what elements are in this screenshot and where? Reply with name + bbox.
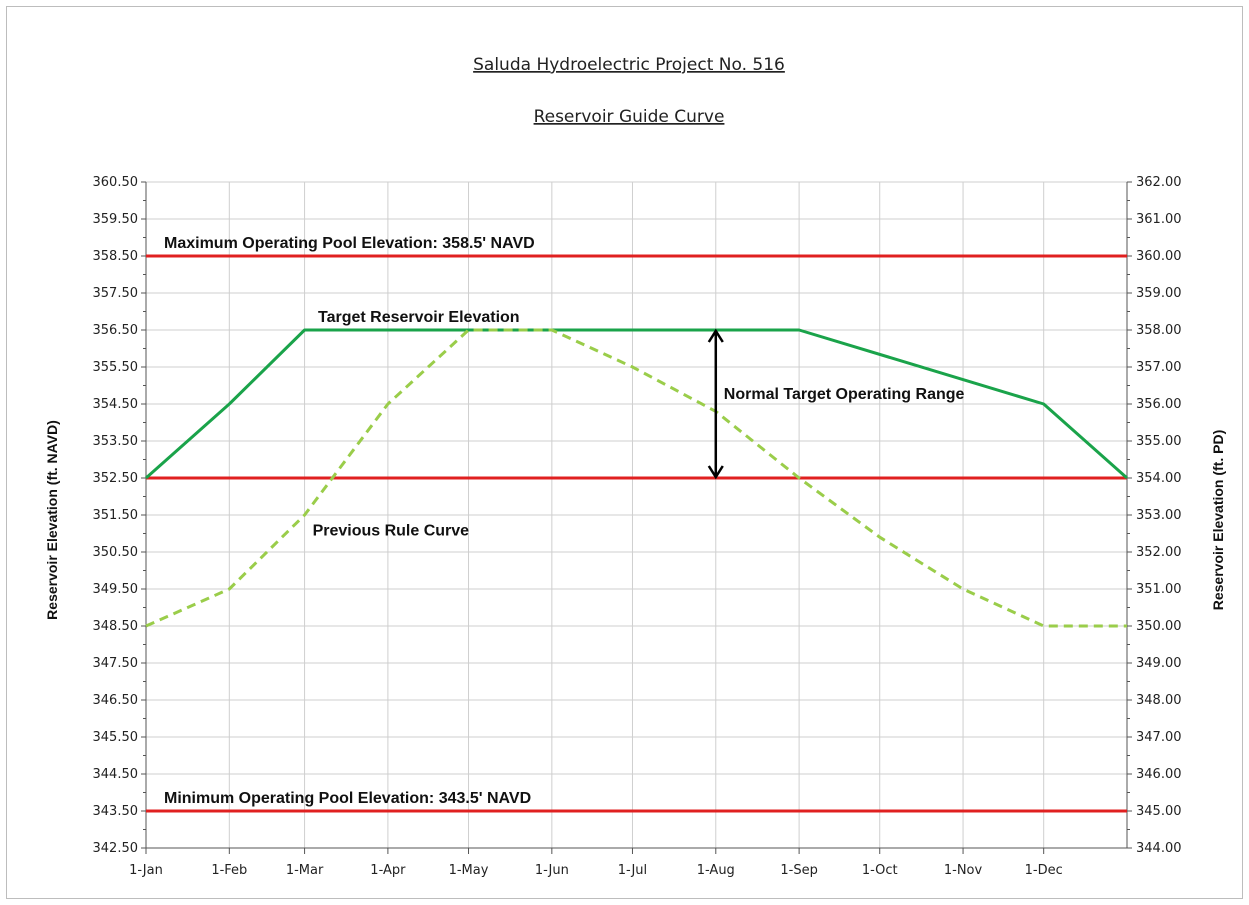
y-tick-label-left: 350.50 — [93, 545, 139, 560]
y-tick-label-left: 358.50 — [93, 249, 139, 264]
y-tick-label-left: 345.50 — [93, 730, 139, 745]
y-tick-label-right: 360.00 — [1136, 249, 1182, 264]
y-tick-label-right: 349.00 — [1136, 656, 1182, 671]
y-tick-label-left: 353.50 — [93, 434, 139, 449]
x-tick-label: 1-May — [449, 863, 489, 878]
series-lines — [145, 328, 1128, 628]
y-tick-label-right: 351.00 — [1136, 582, 1182, 597]
y-tick-label-right: 353.00 — [1136, 508, 1182, 523]
x-tick-label: 1-Oct — [862, 863, 898, 878]
series-label-previous: Previous Rule Curve — [313, 522, 470, 539]
range-arrow-head-bottom — [707, 465, 724, 480]
y-tick-label-right: 359.00 — [1136, 286, 1182, 301]
y-tick-label-left: 344.50 — [93, 767, 139, 782]
x-tick-label: 1-Sep — [780, 863, 817, 878]
x-tick-label: 1-Jul — [618, 863, 647, 878]
y-tick-label-left: 343.50 — [93, 804, 139, 819]
y-tick-label-left: 351.50 — [93, 508, 139, 523]
y-tick-label-right: 354.00 — [1136, 471, 1182, 486]
y-tick-label-left: 347.50 — [93, 656, 139, 671]
chart-title: Saluda Hydroelectric Project No. 516 — [473, 55, 785, 75]
y-tick-label-right: 356.00 — [1136, 397, 1182, 412]
x-tick-label: 1-Aug — [697, 863, 735, 878]
y-tick-label-left: 354.50 — [93, 397, 139, 412]
annotations: Maximum Operating Pool Elevation: 358.5'… — [164, 235, 965, 807]
reference-line-label: Minimum Operating Pool Elevation: 343.5'… — [164, 790, 531, 807]
x-tick-label: 1-Nov — [944, 863, 983, 878]
range-arrow-label: Normal Target Operating Range — [724, 386, 965, 403]
y-tick-label-left: 357.50 — [93, 286, 139, 301]
y-axis-label-right: Reservoir Elevation (ft. PD) — [1210, 430, 1226, 611]
y-tick-label-right: 361.00 — [1136, 212, 1182, 227]
y-tick-label-right: 344.00 — [1136, 841, 1182, 856]
y-tick-label-right: 345.00 — [1136, 804, 1182, 819]
gridlines — [145, 181, 1128, 849]
chart-subtitle: Reservoir Guide Curve — [534, 107, 725, 127]
y-tick-label-left: 360.50 — [93, 175, 139, 190]
y-tick-label-left: 352.50 — [93, 471, 139, 486]
range-arrow-head-top — [707, 328, 724, 343]
y-tick-label-right: 346.00 — [1136, 767, 1182, 782]
x-tick-label: 1-Jan — [129, 863, 163, 878]
reservoir-guide-curve-chart: Saluda Hydroelectric Project No. 516 Res… — [44, 55, 1226, 878]
axes: 342.50 343.50 344.50 345.50 346.50 347.50 348.… — [93, 175, 1182, 878]
reference-line-label: Maximum Operating Pool Elevation: 358.5'… — [164, 235, 535, 252]
x-tick-label: 1-Jun — [535, 863, 569, 878]
y-tick-label-right: 352.00 — [1136, 545, 1182, 560]
y-tick-label-right: 355.00 — [1136, 434, 1182, 449]
y-tick-label-left: 346.50 — [93, 693, 139, 708]
y-axis-label-left: Reservoir Elevation (ft. NAVD) — [44, 420, 60, 620]
y-tick-label-left: 349.50 — [93, 582, 139, 597]
x-tick-label: 1-Apr — [370, 863, 406, 878]
y-tick-label-right: 358.00 — [1136, 323, 1182, 338]
y-tick-label-right: 362.00 — [1136, 175, 1182, 190]
y-tick-label-left: 342.50 — [93, 841, 139, 856]
x-tick-label: 1-Dec — [1025, 863, 1063, 878]
y-tick-label-left: 359.50 — [93, 212, 139, 227]
y-tick-label-right: 347.00 — [1136, 730, 1182, 745]
x-tick-label: 1-Mar — [286, 863, 324, 878]
y-tick-label-left: 356.50 — [93, 323, 139, 338]
y-tick-label-left: 355.50 — [93, 360, 139, 375]
x-tick-label: 1-Feb — [211, 863, 247, 878]
chart-frame: Saluda Hydroelectric Project No. 516 Res… — [6, 6, 1243, 899]
y-tick-label-right: 357.00 — [1136, 360, 1182, 375]
y-tick-label-right: 350.00 — [1136, 619, 1182, 634]
series-label-target: Target Reservoir Elevation — [318, 309, 520, 326]
y-tick-label-left: 348.50 — [93, 619, 139, 634]
y-tick-label-right: 348.00 — [1136, 693, 1182, 708]
previous-rule-curve-line — [145, 328, 1127, 628]
reference-lines — [146, 254, 1127, 813]
